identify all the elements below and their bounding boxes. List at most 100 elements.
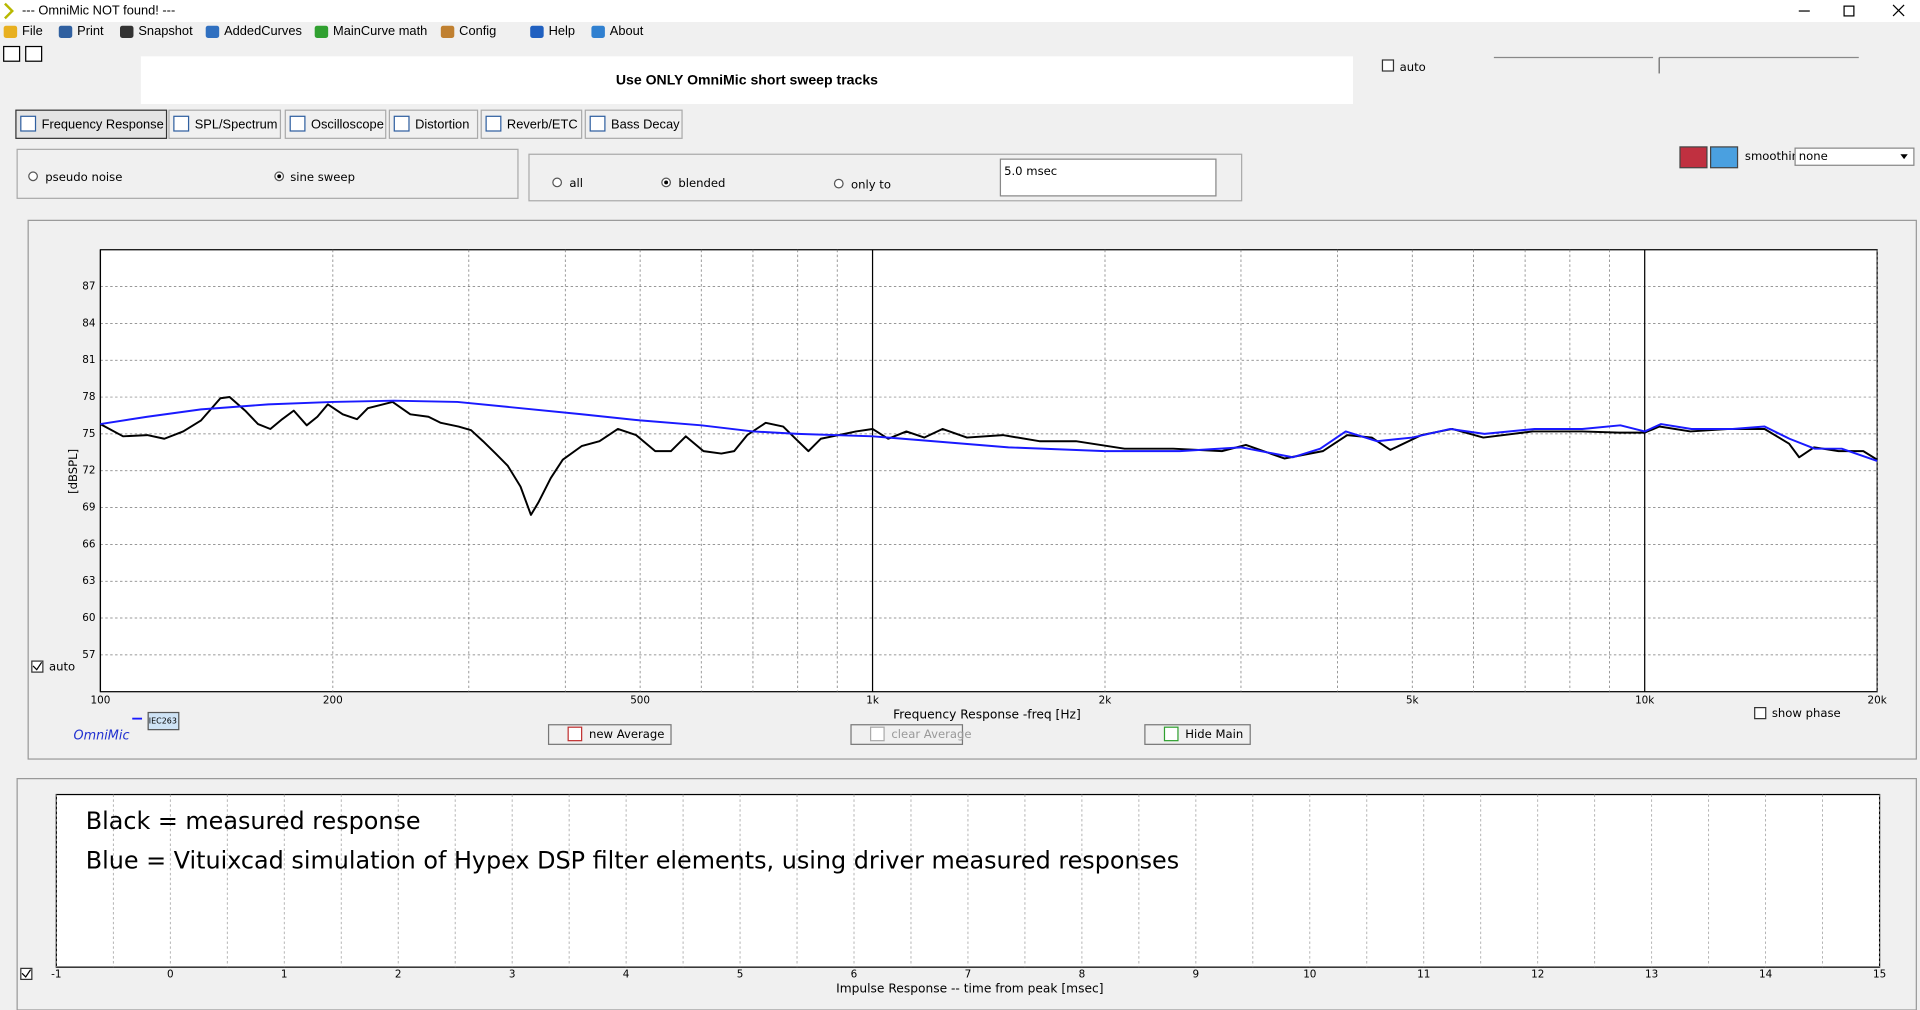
tab-label: SPL/Spectrum (195, 116, 278, 131)
menu-bar: File Print Snapshot AddedCurves MainCurve ma… (3, 23, 644, 38)
color-icon[interactable] (1679, 146, 1708, 169)
x-tick-label: 1 (281, 968, 288, 980)
gating-group (528, 153, 1243, 202)
radio-dot (277, 174, 282, 179)
x-tick-label: 1k (866, 694, 879, 706)
x-tick-label: 10 (1303, 968, 1316, 980)
x-tick-label: 14 (1759, 968, 1773, 980)
tab-label: Frequency Response (42, 116, 164, 131)
tab[interactable] (15, 109, 168, 139)
menu-icon (120, 25, 134, 38)
y-tick-label: 63 (82, 575, 95, 587)
y-tick-label: 69 (82, 502, 95, 514)
small-button[interactable] (25, 45, 43, 62)
small-button[interactable] (3, 45, 21, 62)
annotation: Blue = Vituixcad simulation of Hypex DSP… (86, 846, 1179, 874)
tab-icon (289, 115, 306, 132)
button-label: Hide Main (1185, 727, 1243, 741)
x-tick-label: 9 (1193, 968, 1200, 980)
menu-icon (205, 25, 220, 38)
menu-icon (440, 25, 455, 38)
tab-icon (173, 115, 190, 132)
radio-label: pseudo noise (45, 170, 122, 184)
x-tick-label: 2k (1099, 694, 1112, 706)
radio-dot (664, 180, 669, 185)
x-tick-label: 3 (509, 968, 516, 980)
x-tick-label: 100 (90, 694, 110, 706)
y-tick-label: 60 (82, 612, 95, 624)
menu-icon (591, 25, 605, 38)
x-tick-label: 2 (395, 968, 402, 980)
restore-button[interactable] (1843, 5, 1855, 17)
button-row: new Average clear Average Hide Main (547, 724, 1251, 745)
gate-time-input[interactable] (999, 158, 1217, 197)
y-axis-label: [dBSPL] (66, 449, 80, 494)
check-mark (32, 661, 43, 671)
tab-icon (393, 115, 410, 132)
checkbox[interactable] (1381, 59, 1395, 72)
checkbox[interactable] (31, 660, 44, 673)
brand: OmniMic (73, 728, 129, 743)
menu-icon (58, 25, 73, 38)
tab-bar: Frequency Response SPL/Spectrum Oscillosco… (15, 109, 683, 139)
x-tick-label: 4 (623, 968, 630, 980)
menu-icon (530, 25, 544, 38)
button-icon (870, 726, 885, 742)
x-tick-label: -1 (51, 968, 61, 980)
radio[interactable] (833, 178, 844, 189)
y-tick-label: 72 (82, 465, 95, 477)
x-tick-label: 5k (1406, 694, 1419, 706)
menu-item[interactable]: Snapshot (138, 23, 193, 38)
curve-tag[interactable] (147, 711, 180, 731)
response-curve (100, 399, 1878, 462)
x-tick-label: 13 (1645, 968, 1658, 980)
smoothing-select[interactable] (1794, 147, 1915, 166)
signal-group (16, 148, 519, 199)
y-tick-label: 87 (82, 281, 95, 293)
radio-label: all (569, 176, 583, 190)
checkbox[interactable] (1754, 706, 1767, 720)
x-tick-label: 6 (851, 968, 858, 980)
menu-item[interactable]: File (22, 23, 43, 38)
tab[interactable] (284, 109, 387, 139)
x-tick-label: 200 (323, 694, 343, 706)
x-tick-label: 0 (167, 968, 174, 980)
title-bar (0, 0, 1920, 23)
close-button[interactable] (1892, 4, 1905, 17)
check-mark (21, 969, 32, 978)
button-icon (567, 726, 583, 742)
menu-item[interactable]: Print (77, 23, 104, 38)
smoothing-label: smoothing (1745, 149, 1807, 163)
tab-icon (589, 115, 606, 132)
x-tick-label: 12 (1531, 968, 1544, 980)
x-tick-label: 20k (1868, 694, 1887, 706)
frequency-chart: 57 60 63 66 69 72 75 78 81 84 87 100 200 500 1k 2k 5k 10k… (82, 249, 1887, 706)
button-label: new Average (589, 727, 664, 741)
menu-item[interactable]: AddedCurves (224, 23, 302, 38)
menu-item[interactable]: About (610, 23, 644, 38)
menu-icon (3, 25, 18, 38)
banner-box (140, 56, 1354, 105)
gate-time-value: 5.0 msec (1004, 164, 1057, 178)
menu-icon (314, 25, 329, 38)
tab-label: Reverb/ETC (507, 116, 578, 131)
radio[interactable] (552, 177, 563, 188)
x-axis-label: Frequency Response -freq [Hz] (893, 707, 1081, 721)
y-tick-label: 78 (82, 391, 95, 403)
menu-item[interactable]: Config (459, 23, 496, 38)
color-icon[interactable] (1710, 146, 1739, 169)
x-tick-label: 15 (1873, 968, 1886, 980)
tab-icon (485, 115, 502, 132)
radio[interactable] (28, 171, 38, 182)
y-tick-label: 66 (82, 538, 95, 550)
checkbox[interactable] (20, 967, 33, 981)
response-curve (99, 396, 1878, 516)
menu-item[interactable]: MainCurve math (333, 23, 427, 38)
curve-tag-label: IEC263 (149, 717, 177, 726)
banner-text: Use ONLY OmniMic short sweep tracks (616, 72, 878, 88)
x-tick-label: 11 (1417, 968, 1430, 980)
menu-item[interactable]: Help (549, 23, 575, 38)
tab-label: Oscilloscope (311, 116, 384, 131)
